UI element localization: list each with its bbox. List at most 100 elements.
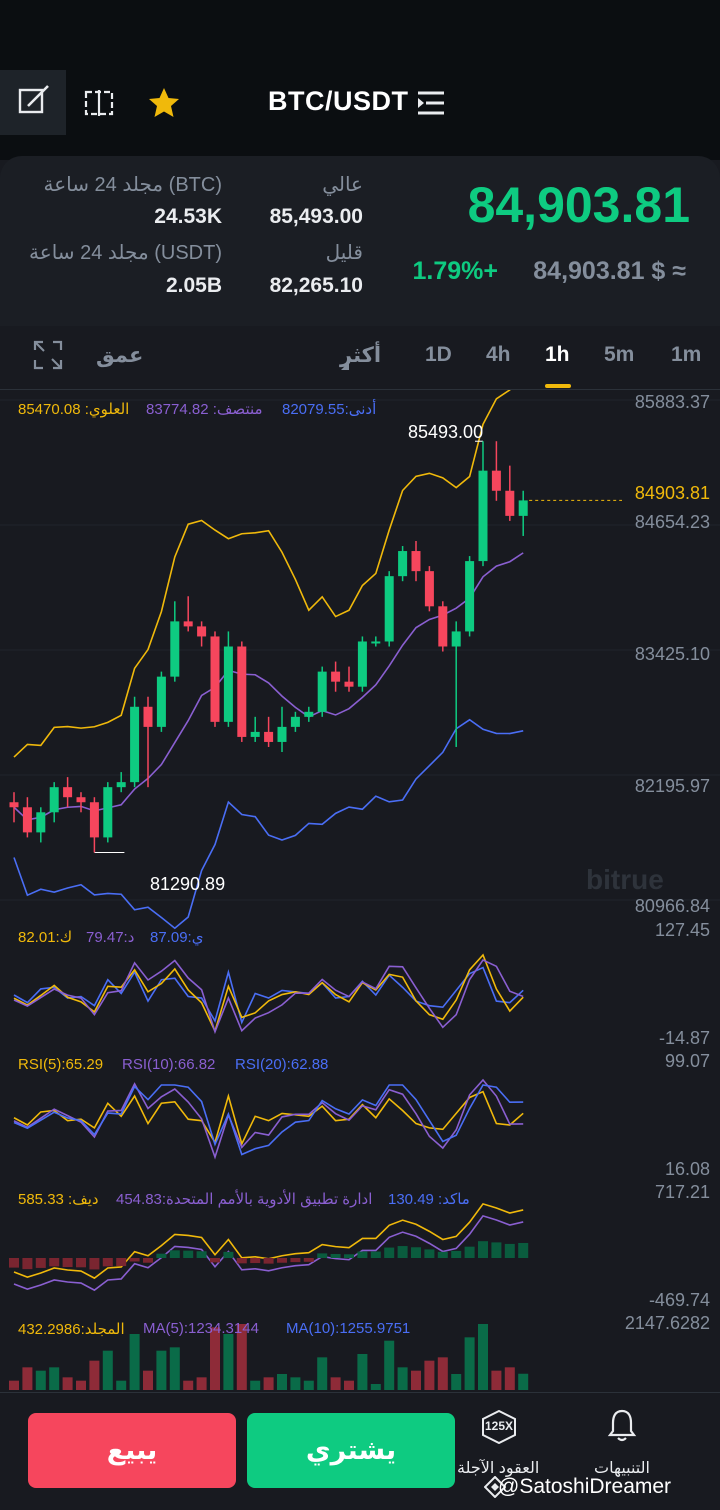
kdj-j-label: 87.09:ي <box>150 929 204 946</box>
macd-histogram-bar <box>464 1246 475 1258</box>
futures-label[interactable]: العقود الآجلة <box>457 1460 540 1477</box>
macd-histogram-bar <box>504 1243 515 1258</box>
candle-body <box>116 782 126 788</box>
high-value: 85,493.00 <box>269 205 363 228</box>
split-view-button[interactable] <box>84 88 114 123</box>
buy-button[interactable]: يشتري <box>247 1413 455 1488</box>
tab-depth[interactable]: عمق <box>96 344 144 367</box>
tab-5m[interactable]: 5m <box>604 343 635 366</box>
candle-body <box>518 500 528 516</box>
pair-title[interactable]: BTC/USDT <box>268 86 409 116</box>
volume-bar <box>464 1337 475 1390</box>
volume-bar <box>49 1367 60 1390</box>
candle-body <box>156 676 166 727</box>
volume-bar <box>223 1334 234 1390</box>
vol-usdt-label: مجلد 24 ساعة (USDT) <box>29 242 222 264</box>
tab-more[interactable]: أكثر <box>340 344 382 367</box>
price-axis-2: 84654.23 <box>634 512 710 532</box>
candle-body <box>170 621 180 677</box>
volume-bar <box>437 1357 448 1390</box>
volume-bar <box>169 1347 180 1390</box>
candle-body <box>491 470 501 491</box>
rsi-axis-bottom: 16.08 <box>664 1159 710 1179</box>
alerts-label[interactable]: التنبيهات <box>594 1460 650 1477</box>
edit-chart-icon <box>18 85 49 114</box>
kdj-k-label: 82.01:ك <box>18 929 73 946</box>
candle-body <box>36 812 46 833</box>
macd-histogram-bar <box>411 1247 421 1258</box>
more-caret-icon <box>341 362 349 370</box>
volume-bar <box>424 1360 435 1390</box>
active-tab-indicator <box>545 384 571 388</box>
last-price: 84,903.81 <box>467 177 690 233</box>
macd-histogram-bar <box>210 1258 220 1263</box>
kdj-k-line <box>13 953 524 1034</box>
alerts-button[interactable] <box>607 1408 637 1449</box>
watermark-text: @SatoshiDreamer <box>498 1475 672 1498</box>
volume-bar <box>35 1370 46 1390</box>
candle-body <box>210 636 220 722</box>
volume-bar <box>478 1324 488 1390</box>
candle-body <box>424 571 434 607</box>
macd-histogram-bar <box>344 1254 354 1258</box>
tab-4h[interactable]: 4h <box>486 343 511 366</box>
macd-histogram-bar <box>478 1241 488 1258</box>
volume-bar <box>116 1380 127 1390</box>
macd-histogram-bar <box>424 1249 435 1258</box>
candlestick-chart[interactable] <box>0 390 720 1392</box>
favorite-button[interactable] <box>147 86 181 125</box>
candle-body <box>465 561 475 632</box>
pair-menu-button[interactable] <box>416 89 446 122</box>
macd-histogram-bar <box>223 1251 234 1258</box>
rsi20-line <box>13 1084 524 1156</box>
macd-histogram-bar <box>9 1258 19 1268</box>
volume-bar <box>9 1380 19 1390</box>
candle-body <box>183 621 193 627</box>
volume-bar <box>397 1367 408 1390</box>
candle-body <box>9 802 19 808</box>
high-marker-label: 85493.00 <box>408 422 484 442</box>
futures-badge-icon <box>482 1409 516 1445</box>
boll-low-label: 82079.55:أدنى <box>282 401 377 418</box>
macd-dea-line <box>13 1214 524 1292</box>
volume-bar <box>317 1357 328 1390</box>
price-axis-4: 82195.97 <box>634 776 710 796</box>
candle-body <box>451 631 461 647</box>
rsi-axis-top: 99.07 <box>664 1051 710 1071</box>
macd-histogram-bar <box>116 1258 127 1267</box>
volume-bar <box>236 1324 247 1390</box>
volume-bar <box>210 1327 220 1390</box>
tab-1d[interactable]: 1D <box>425 343 452 366</box>
sell-button[interactable]: يبيع <box>28 1413 236 1488</box>
tab-1h[interactable]: 1h <box>545 343 570 366</box>
fullscreen-button[interactable] <box>33 340 63 375</box>
candle-body <box>478 470 488 562</box>
macd-histogram-bar <box>22 1258 33 1270</box>
volume-bar <box>290 1377 301 1390</box>
macd-histogram-bar <box>183 1250 194 1258</box>
macd-histogram-bar <box>196 1251 207 1258</box>
volume-bar <box>330 1377 341 1390</box>
macd-histogram-bar <box>384 1247 395 1258</box>
candle-body <box>357 641 367 687</box>
tab-1m[interactable]: 1m <box>671 343 702 366</box>
kdj-d-label: 79.47:د <box>86 929 135 946</box>
macd-histogram-bar <box>290 1258 301 1263</box>
volume-bar <box>357 1354 368 1390</box>
candle-body <box>197 626 207 637</box>
price-axis-3: 83425.10 <box>634 644 710 664</box>
candle-body <box>22 807 32 833</box>
market-stats-panel <box>0 156 720 326</box>
edit-chart-button[interactable] <box>0 70 66 135</box>
vol-usdt-value: 2.05B <box>165 274 222 297</box>
star-icon <box>149 88 179 117</box>
futures-button[interactable] <box>480 1409 518 1449</box>
macd-histogram-bar <box>236 1258 247 1264</box>
candle-body <box>223 646 233 722</box>
volume-bar <box>129 1334 140 1390</box>
candle-body <box>331 671 341 682</box>
candle-body <box>103 787 113 838</box>
kdj-axis-bottom: -14.87 <box>658 1028 710 1048</box>
volume-bar <box>384 1340 395 1390</box>
macd-histogram-bar <box>491 1242 502 1258</box>
